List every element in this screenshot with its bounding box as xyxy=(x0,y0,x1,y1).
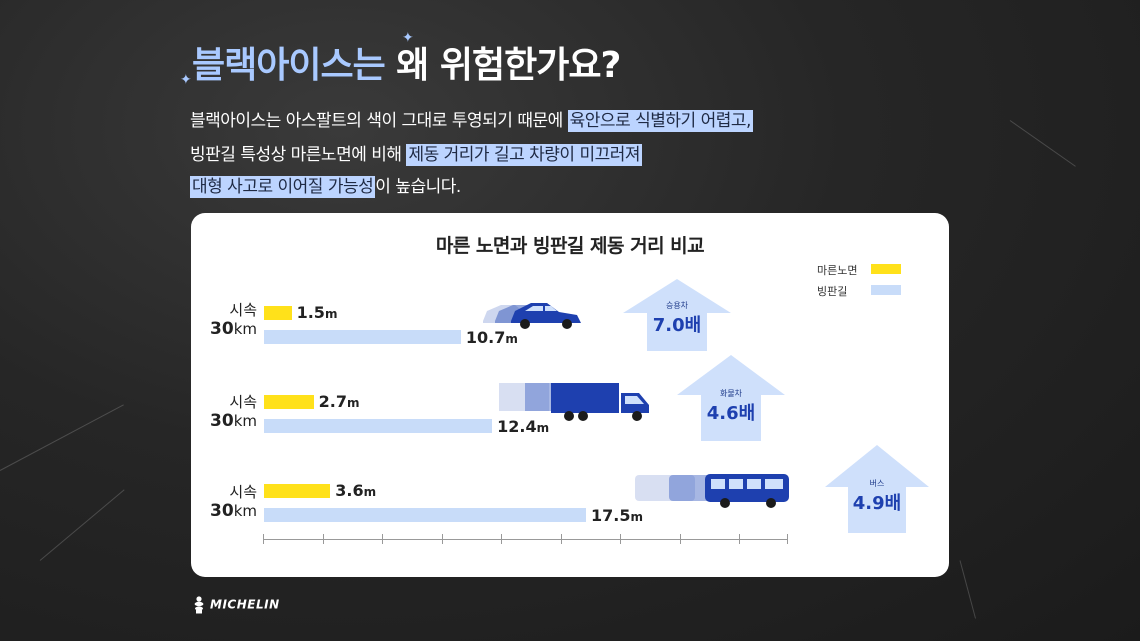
description-text: 이 높습니다. xyxy=(375,177,461,197)
bar-ice-1 xyxy=(264,419,493,433)
legend-item-ice: 빙판길 xyxy=(817,283,901,299)
ratio-category: 승용차 xyxy=(665,301,689,310)
speed-unit: km xyxy=(233,502,257,520)
speed-value: 30 xyxy=(210,319,234,339)
value-dry-2: 3.6m xyxy=(335,481,376,500)
logo-text: MICHELIN xyxy=(210,597,280,612)
chart-panel: 마른 노면과 빙판길 제동 거리 비교 마른노면 빙판길 시속 30km 1.5… xyxy=(191,213,949,577)
chart-title: 마른 노면과 빙판길 제동 거리 비교 xyxy=(435,235,705,257)
value-unit: m xyxy=(347,396,360,410)
background-crack xyxy=(1009,120,1076,167)
x-axis-tick xyxy=(442,534,443,544)
value-ice-1: 12.4m xyxy=(497,417,549,436)
x-axis-tick xyxy=(501,534,502,544)
ratio-arrow-0: 승용차 7.0배 xyxy=(623,279,731,351)
value-number: 12.4 xyxy=(497,417,537,436)
value-unit: m xyxy=(630,510,643,524)
description-text: 빙판길 특성상 마른노면에 비해 xyxy=(190,145,407,165)
description-text: 블랙아이스는 아스팔트의 색이 그대로 투영되기 때문에 xyxy=(190,111,568,131)
value-number: 1.5 xyxy=(296,303,325,322)
legend-swatch-ice xyxy=(871,285,901,295)
legend-item-dry: 마른노면 xyxy=(817,262,901,278)
row-speed-label: 시속 30km xyxy=(199,301,257,339)
title-rest: 왜 위험한가요? xyxy=(396,45,621,86)
x-axis-tick xyxy=(323,534,324,544)
truck-icon xyxy=(499,383,649,421)
value-unit: m xyxy=(505,332,518,346)
value-number: 10.7 xyxy=(465,328,506,347)
x-axis-tick xyxy=(382,534,383,544)
ratio-arrow-2: 버스 4.9배 xyxy=(825,445,929,533)
speed-value: 30 xyxy=(210,411,234,431)
background-crack xyxy=(959,560,977,619)
speed-label: 시속 xyxy=(229,483,257,501)
x-axis-tick xyxy=(739,534,740,544)
description-line-3: 대형 사고로 이어질 가능성 이 높습니다. xyxy=(190,172,461,198)
description-highlight: 육안으로 식별하기 어렵고, xyxy=(567,110,753,132)
row-speed-label: 시속 30km xyxy=(199,393,257,431)
up-arrow-icon xyxy=(677,355,785,441)
description-line-1: 블랙아이스는 아스팔트의 색이 그대로 투영되기 때문에 육안으로 식별하기 어… xyxy=(190,106,753,132)
title-highlight: 블랙아이스는 xyxy=(192,45,386,86)
x-axis xyxy=(263,539,787,540)
ratio-arrow-1: 화물차 4.6배 xyxy=(677,355,785,441)
value-dry-1: 2.7m xyxy=(319,392,360,411)
bar-ice-2 xyxy=(264,508,586,522)
legend-label: 빙판길 xyxy=(817,285,848,298)
x-axis-tick xyxy=(680,534,681,544)
page-title: 블랙아이스는 왜 위험한가요? xyxy=(192,36,621,88)
background-crack xyxy=(0,404,124,471)
up-arrow-icon xyxy=(825,445,929,533)
value-number: 3.6 xyxy=(335,481,364,500)
description-line-2: 빙판길 특성상 마른노면에 비해 제동 거리가 길고 차량이 미끄러져 xyxy=(190,140,643,166)
description-highlight: 제동 거리가 길고 차량이 미끄러져 xyxy=(406,144,643,166)
background-crack xyxy=(39,489,125,561)
x-axis-tick xyxy=(787,534,788,544)
bus-icon xyxy=(635,474,789,508)
ratio-category: 화물차 xyxy=(719,389,743,398)
speed-label: 시속 xyxy=(229,393,257,411)
speed-value: 30 xyxy=(210,501,234,521)
sparkle-icon: ✦ xyxy=(402,30,414,46)
sparkle-icon: ✦ xyxy=(180,72,192,88)
bar-dry-2 xyxy=(264,484,331,498)
value-unit: m xyxy=(324,307,338,321)
value-unit: m xyxy=(363,485,377,499)
value-dry-0: 1.5m xyxy=(297,303,338,322)
x-axis-tick xyxy=(620,534,621,544)
value-number: 17.5 xyxy=(591,506,631,525)
speed-unit: km xyxy=(233,320,257,338)
value-number: 2.7 xyxy=(318,392,348,411)
description-highlight: 대형 사고로 이어질 가능성 xyxy=(190,176,376,198)
ratio-value: 4.6배 xyxy=(706,403,756,424)
bar-dry-1 xyxy=(264,395,314,409)
speed-unit: km xyxy=(233,412,257,430)
value-ice-2: 17.5m xyxy=(591,506,643,525)
michelin-man-icon xyxy=(194,596,204,614)
legend-swatch-dry xyxy=(871,264,901,274)
x-axis-tick xyxy=(263,534,264,544)
bar-dry-0 xyxy=(264,306,292,320)
legend-label: 마른노면 xyxy=(817,264,858,277)
row-speed-label: 시속 30km xyxy=(199,483,257,521)
car-icon xyxy=(483,303,581,329)
ratio-value: 4.9배 xyxy=(852,493,902,514)
ratio-value: 7.0배 xyxy=(652,315,702,336)
x-axis-tick xyxy=(561,534,562,544)
bar-ice-0 xyxy=(264,330,461,344)
value-unit: m xyxy=(536,421,550,435)
up-arrow-icon xyxy=(623,279,731,351)
value-ice-0: 10.7m xyxy=(466,328,518,347)
speed-label: 시속 xyxy=(229,301,257,319)
michelin-logo: MICHELIN xyxy=(192,596,280,614)
ratio-category: 버스 xyxy=(869,479,885,488)
